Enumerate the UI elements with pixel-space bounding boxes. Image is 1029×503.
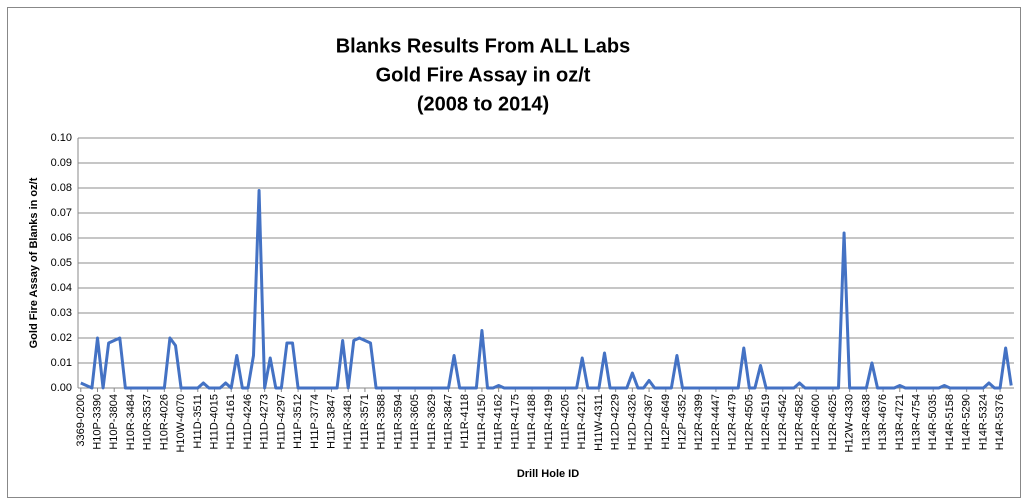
x-tick-label: H11D-4161 <box>225 394 237 449</box>
x-tick-label: H14R-5290 <box>961 394 973 450</box>
x-tick-label: H13R-4638 <box>860 394 872 450</box>
x-tick-label: H11P-3512 <box>292 394 304 449</box>
x-tick-label: H11R-3588 <box>376 394 388 449</box>
x-tick-label: H12R-4447 <box>710 394 722 450</box>
x-tick-label: H12R-4600 <box>810 394 822 450</box>
x-tick-label: H10P-3390 <box>92 394 104 450</box>
y-tick-label: 0.07 <box>51 207 72 219</box>
x-tick-label: H10R-3537 <box>142 394 154 450</box>
chart-title: Gold Fire Assay in oz/t <box>376 64 591 86</box>
x-tick-label: H11W-4311 <box>593 394 605 451</box>
x-tick-label: H11R-3605 <box>409 394 421 449</box>
y-tick-label: 0.04 <box>51 282 72 294</box>
y-tick-label: 0.10 <box>51 132 72 144</box>
x-tick-label: H13R-4754 <box>911 394 923 450</box>
x-tick-label: H12D-4229 <box>610 394 622 450</box>
y-axis-title: Gold Fire Assay of Blanks in oz/t <box>28 177 40 348</box>
x-tick-label: H12R-4582 <box>794 394 806 450</box>
x-tick-label: H14R-5158 <box>944 394 956 450</box>
x-tick-label: H11R-4212 <box>576 394 588 449</box>
x-tick-label: H11R-4205 <box>560 394 572 449</box>
x-tick-label: H11R-3481 <box>342 394 354 449</box>
x-tick-label: H12D-4326 <box>626 394 638 450</box>
x-tick-label: H12W-4330 <box>844 394 856 453</box>
y-tick-label: 0.02 <box>51 332 72 344</box>
x-tick-label: H10W-4070 <box>175 394 187 453</box>
x-tick-label: H12R-4479 <box>727 394 739 450</box>
x-axis-title: Drill Hole ID <box>517 468 579 480</box>
x-tick-label: 3369-0200 <box>75 394 87 447</box>
x-tick-label: H12R-4625 <box>827 394 839 450</box>
x-tick-label: H10R-3484 <box>125 394 137 450</box>
x-tick-label: H11R-4175 <box>509 394 521 449</box>
x-tick-label: H11P-3847 <box>326 394 338 449</box>
x-tick-label: H11R-3571 <box>359 394 371 449</box>
x-tick-label: H12D-4367 <box>643 394 655 450</box>
x-tick-label: H11D-4015 <box>209 394 221 449</box>
x-tick-label: H11R-3629 <box>426 394 438 449</box>
y-tick-label: 0.05 <box>51 257 72 269</box>
x-tick-label: H14R-5035 <box>927 394 939 450</box>
x-tick-label: H12R-4519 <box>760 394 772 450</box>
x-tick-label: H11R-4118 <box>459 394 471 449</box>
x-tick-label: H10R-4026 <box>158 394 170 450</box>
x-tick-label: H11R-4150 <box>476 394 488 449</box>
x-tick-label: H11R-4162 <box>493 394 505 449</box>
chart-title: Blanks Results From ALL Labs <box>336 35 631 57</box>
y-tick-label: 0.03 <box>51 307 72 319</box>
x-tick-label: H12R-4505 <box>743 394 755 450</box>
y-tick-label: 0.01 <box>51 357 72 369</box>
chart-border <box>7 7 1021 498</box>
x-tick-label: H11D-4297 <box>275 394 287 449</box>
y-tick-label: 0.06 <box>51 232 72 244</box>
x-tick-label: H10P-3804 <box>108 394 120 450</box>
x-tick-label: H11R-4199 <box>543 394 555 449</box>
x-tick-label: H11D-4246 <box>242 394 254 449</box>
y-tick-label: 0.00 <box>51 382 72 394</box>
x-tick-label: H14R-5376 <box>994 394 1006 450</box>
y-tick-label: 0.08 <box>51 182 72 194</box>
x-tick-label: H11R-3594 <box>392 394 404 449</box>
x-tick-label: H11D-4273 <box>259 394 271 449</box>
data-line <box>80 189 1013 390</box>
x-tick-label: H14R-5324 <box>977 394 989 450</box>
x-tick-label: H13R-4676 <box>877 394 889 450</box>
chart-title: (2008 to 2014) <box>417 93 549 115</box>
x-tick-label: H11D-3511 <box>192 394 204 449</box>
y-tick-label: 0.09 <box>51 157 72 169</box>
x-tick-label: H12R-4399 <box>693 394 705 450</box>
x-tick-label: H12R-4542 <box>777 394 789 450</box>
x-tick-label: H11R-4188 <box>526 394 538 449</box>
x-tick-label: H12P-4649 <box>660 394 672 450</box>
x-tick-label: H12P-4352 <box>677 394 689 450</box>
x-tick-label: H13R-4721 <box>894 394 906 450</box>
x-tick-label: H11P-3774 <box>309 394 321 449</box>
x-tick-label: H11R-3847 <box>443 394 455 449</box>
